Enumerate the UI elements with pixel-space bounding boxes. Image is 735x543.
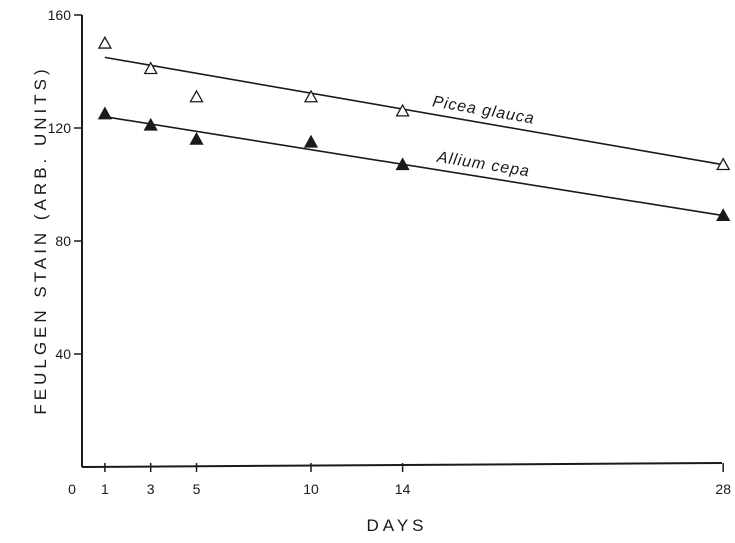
y-tick-label: 80	[55, 233, 71, 249]
axes	[81, 15, 723, 468]
open-triangle-marker	[143, 61, 158, 75]
fit-line-series-0	[104, 56, 724, 166]
open-triangle-marker	[97, 35, 113, 49]
filled-triangle-marker	[143, 117, 158, 131]
x-tick-label: 10	[303, 481, 319, 497]
x-axis-title: DAYS	[366, 516, 427, 535]
x-tick-label: 28	[715, 481, 731, 497]
x-tick-label: 5	[193, 481, 201, 497]
series-label-1: Allium cepa	[435, 149, 531, 181]
x-tick-label: 3	[147, 481, 155, 497]
y-axis-title: FEULGEN STAIN (ARB. UNITS)	[31, 65, 50, 414]
x-ticks: 0 1 3 5 10 14 28	[68, 463, 731, 497]
y-tick-label: 120	[48, 120, 72, 136]
fit-line-series-1	[104, 115, 724, 217]
x-tick-label: 1	[101, 481, 109, 497]
open-triangle-marker	[303, 89, 319, 103]
fit-lines	[104, 56, 724, 217]
filled-triangle-marker	[395, 157, 410, 171]
y-tick-label: 40	[55, 346, 71, 362]
open-triangle-marker	[716, 157, 731, 171]
filled-triangle-marker	[189, 131, 204, 145]
y-tick-label: 160	[48, 7, 72, 23]
filled-triangle-marker	[303, 134, 319, 148]
markers	[97, 35, 731, 222]
filled-triangle-marker	[97, 106, 113, 120]
open-triangle-marker	[395, 103, 410, 117]
y-ticks: 40 80 120 160	[48, 7, 82, 362]
x-tick-label: 14	[395, 481, 411, 497]
filled-triangle-marker	[716, 208, 731, 222]
open-triangle-marker	[189, 89, 204, 103]
x-tick-label: 0	[68, 481, 76, 497]
